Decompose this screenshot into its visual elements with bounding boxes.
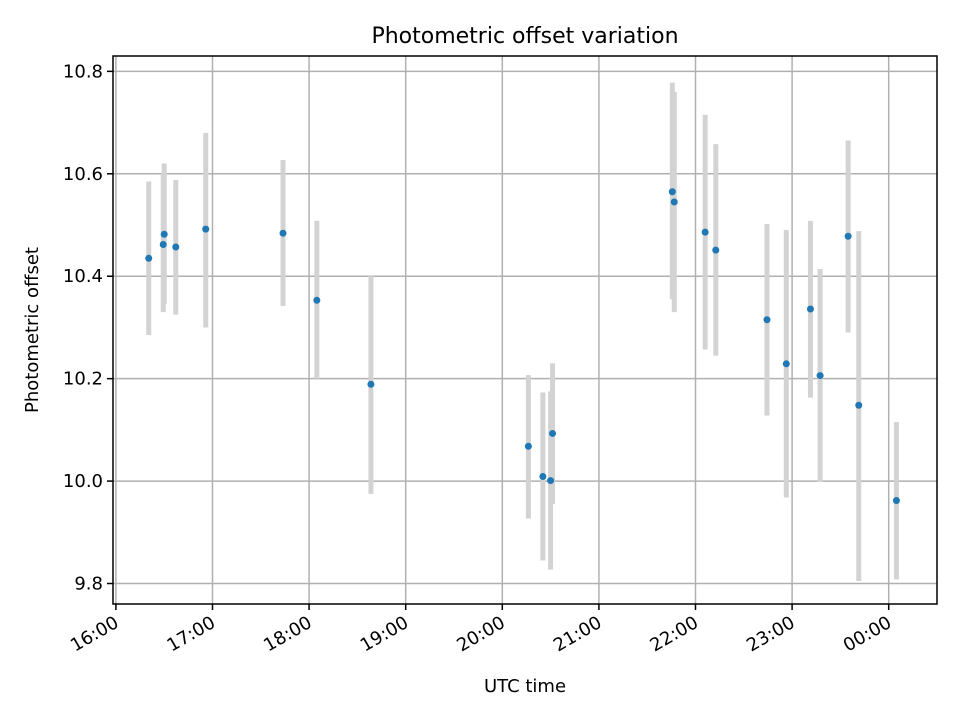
data-point bbox=[172, 243, 180, 251]
y-tick-label: 9.8 bbox=[74, 574, 103, 595]
data-point bbox=[279, 229, 287, 237]
data-point bbox=[844, 232, 852, 240]
data-point bbox=[855, 401, 863, 409]
x-tick-label: 19:00 bbox=[357, 612, 412, 656]
x-axis-ticks: 16:00 17:00 18:00 19:00 20:00 21:00 22:00 23:00… bbox=[67, 604, 895, 656]
x-tick-label: 20:00 bbox=[453, 612, 508, 656]
y-axis-ticks: 9.8 10.0 10.2 10.4 10.6 10.8 bbox=[63, 61, 113, 595]
plot-frame bbox=[112, 55, 938, 605]
data-point bbox=[763, 316, 771, 324]
data-point bbox=[670, 198, 678, 206]
data-point bbox=[367, 380, 375, 388]
x-tick-label: 00:00 bbox=[840, 612, 895, 656]
y-tick-label: 10.4 bbox=[63, 266, 103, 287]
data-point bbox=[712, 246, 720, 254]
data-point bbox=[539, 472, 547, 480]
x-axis-label: UTC time bbox=[484, 676, 566, 697]
data-point bbox=[524, 442, 532, 450]
data-points bbox=[145, 188, 900, 505]
data-point bbox=[782, 360, 790, 368]
y-tick-label: 10.2 bbox=[63, 369, 103, 390]
data-point bbox=[313, 296, 321, 304]
chart-title: Photometric offset variation bbox=[371, 24, 678, 49]
error-bars bbox=[146, 82, 899, 581]
data-point bbox=[145, 254, 153, 262]
data-point bbox=[202, 225, 210, 233]
y-tick-label: 10.0 bbox=[63, 471, 103, 492]
data-point bbox=[668, 188, 676, 196]
y-tick-label: 10.6 bbox=[63, 164, 103, 185]
y-tick-label: 10.8 bbox=[63, 61, 103, 82]
x-tick-label: 21:00 bbox=[550, 612, 605, 656]
x-tick-label: 17:00 bbox=[164, 612, 219, 656]
x-tick-label: 23:00 bbox=[743, 612, 798, 656]
y-axis-label: Photometric offset bbox=[22, 247, 43, 413]
data-point bbox=[701, 228, 709, 236]
x-tick-label: 16:00 bbox=[67, 612, 122, 656]
x-tick-label: 18:00 bbox=[260, 612, 315, 656]
data-point bbox=[892, 497, 900, 505]
data-point bbox=[159, 240, 167, 248]
grid bbox=[113, 56, 937, 604]
data-point bbox=[547, 477, 555, 485]
data-point bbox=[549, 429, 557, 437]
data-point bbox=[816, 372, 824, 380]
data-point bbox=[806, 305, 814, 313]
data-point bbox=[160, 230, 168, 238]
x-tick-label: 22:00 bbox=[647, 612, 702, 656]
